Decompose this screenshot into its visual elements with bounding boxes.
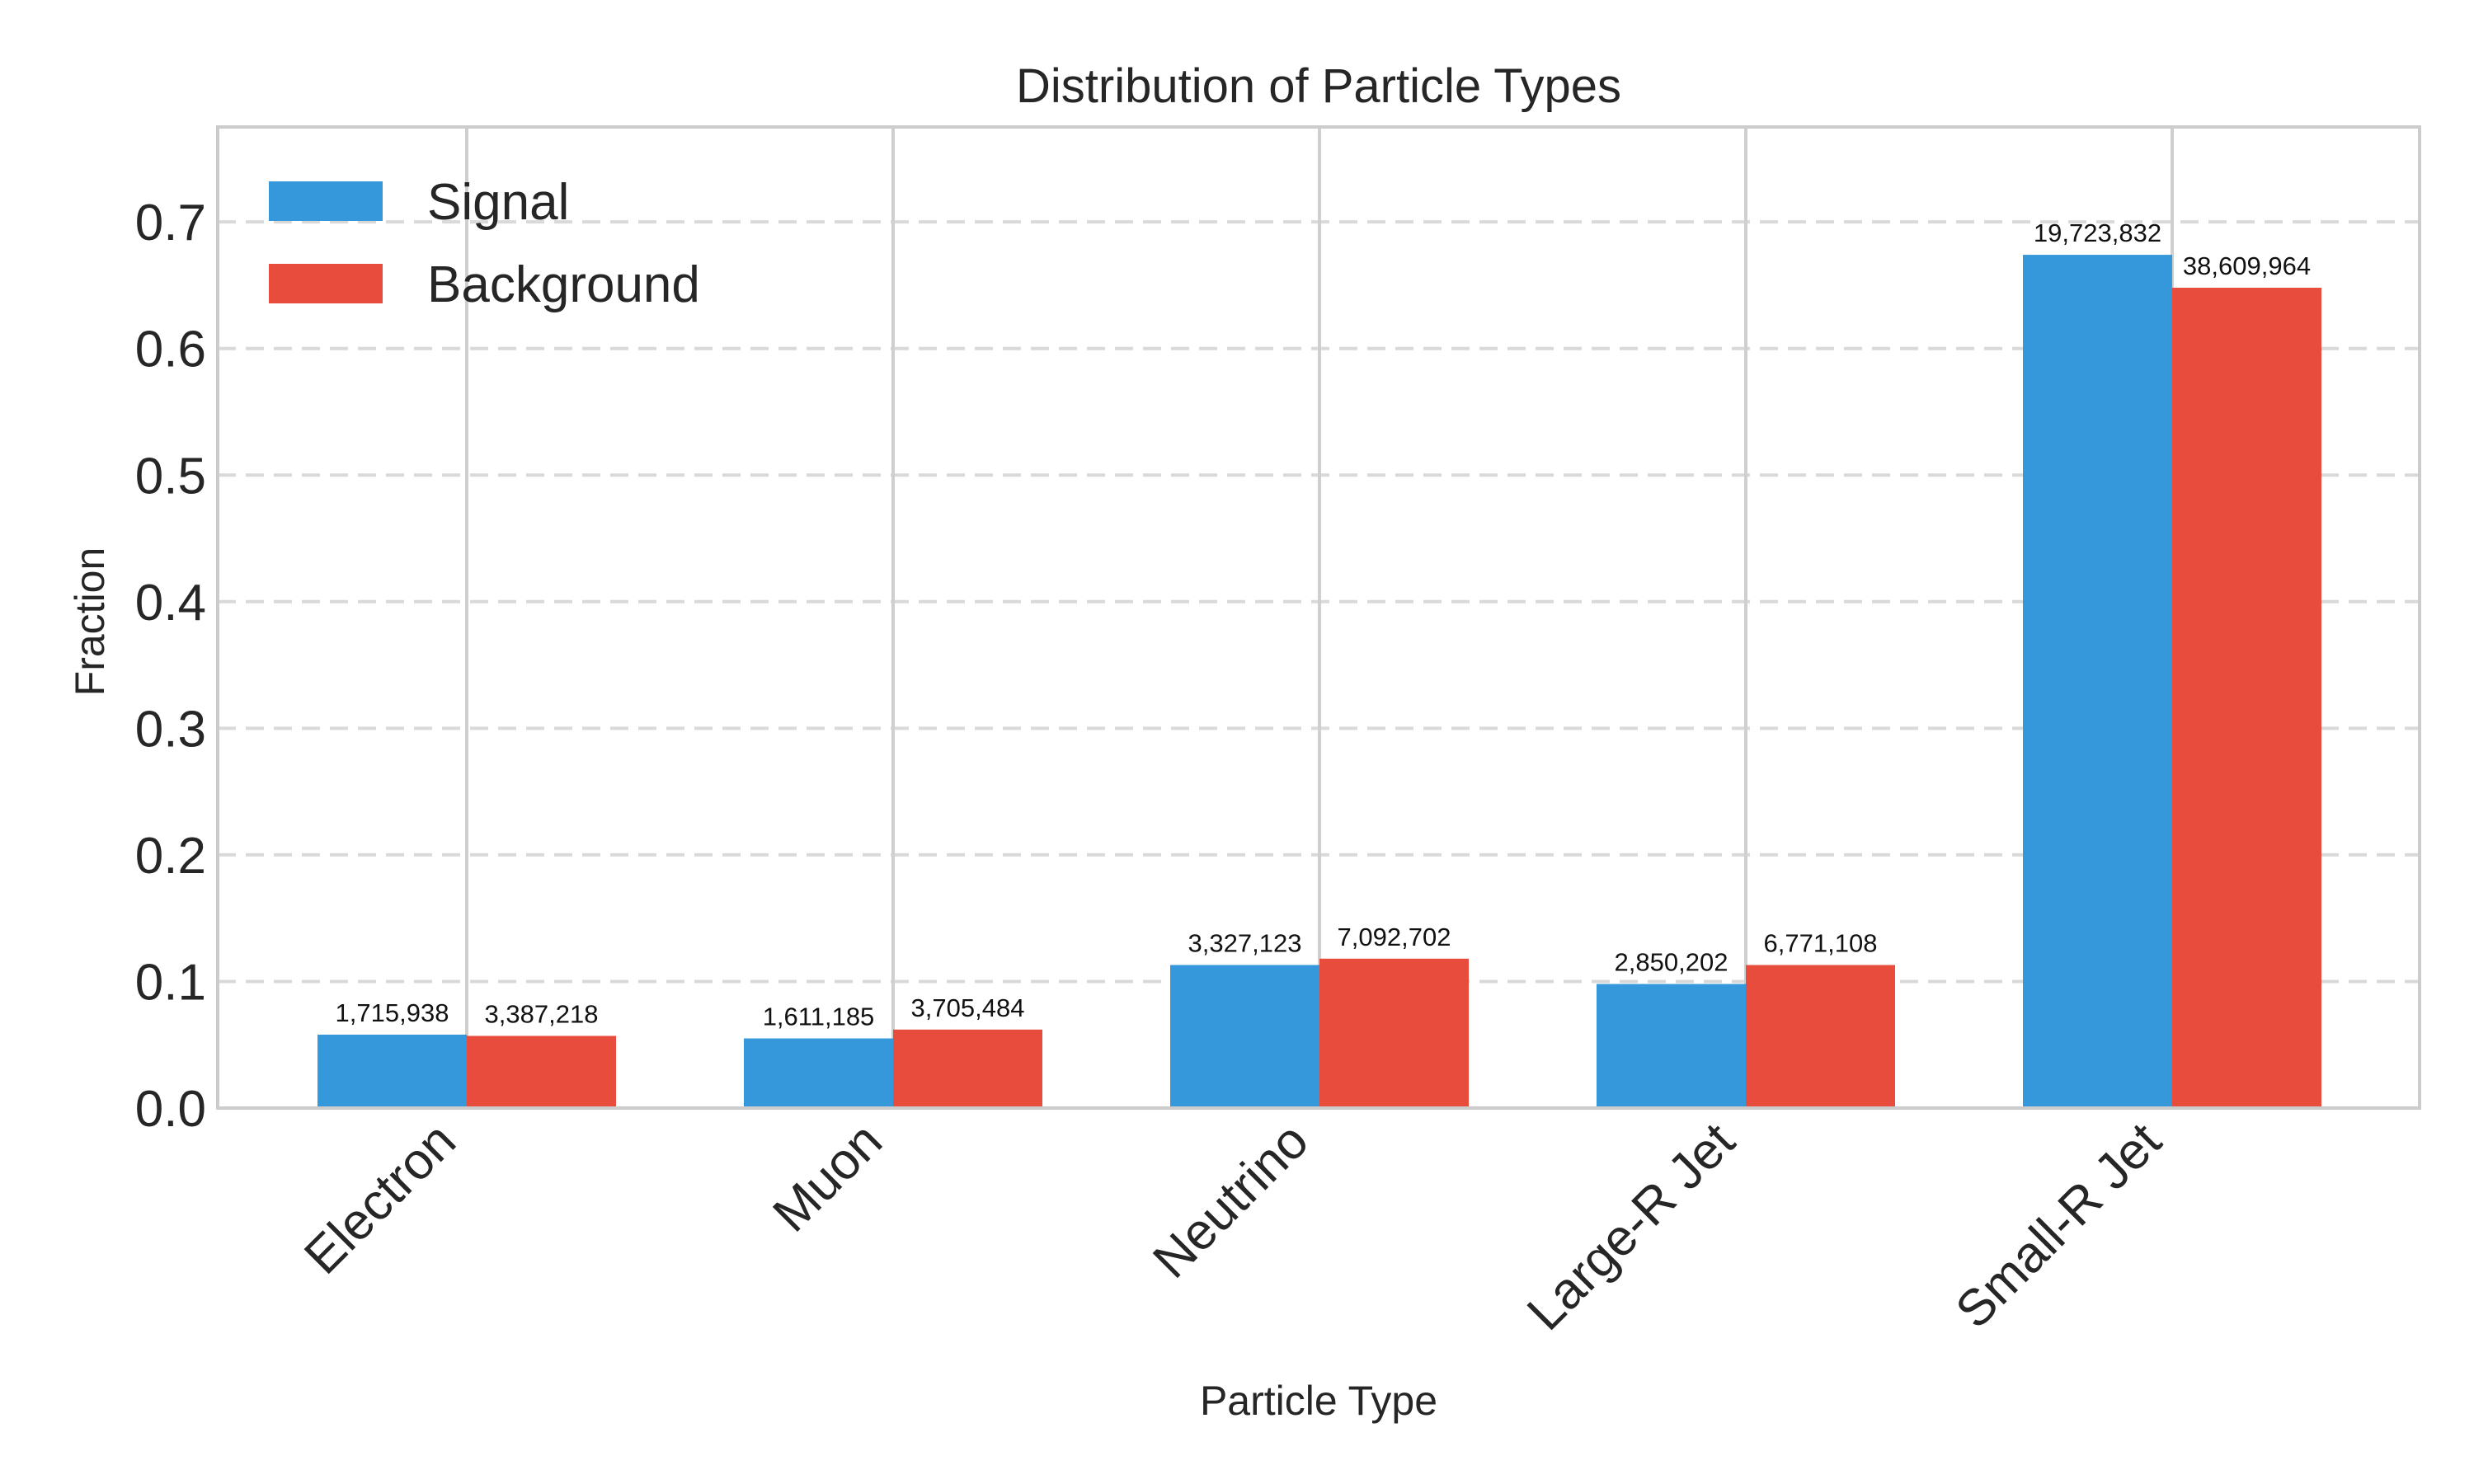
data-label: 6,771,108 <box>1764 928 1878 957</box>
y-tick-label: 0.1 <box>135 954 206 1011</box>
data-label: 19,723,832 <box>2034 218 2161 247</box>
y-tick-label: 0.5 <box>135 448 206 505</box>
y-tick-label: 0.2 <box>135 828 206 885</box>
y-tick-label: 0.3 <box>135 701 206 758</box>
data-label: 3,705,484 <box>911 993 1025 1022</box>
data-label: 2,850,202 <box>1615 948 1729 977</box>
bar-background-neutrino <box>1319 958 1469 1108</box>
data-label: 38,609,964 <box>2183 251 2311 280</box>
bar-background-small-r-jet <box>2172 288 2321 1108</box>
y-tick-label: 0.7 <box>135 195 206 251</box>
y-tick-label: 0.6 <box>135 322 206 378</box>
y-tick-label: 0.0 <box>135 1081 206 1138</box>
legend-swatch-background <box>269 264 383 303</box>
legend: Signal Background <box>269 174 700 313</box>
bar-signal-electron <box>317 1034 467 1108</box>
data-label: 1,715,938 <box>336 998 449 1027</box>
bar-background-large-r-jet <box>1746 965 1895 1108</box>
bar-background-electron <box>467 1036 616 1108</box>
data-label: 3,327,123 <box>1188 928 1302 957</box>
bar-signal-small-r-jet <box>2023 255 2172 1108</box>
legend-label-background: Background <box>427 256 700 313</box>
plot-frame <box>216 125 2421 1110</box>
y-tick-label: 0.4 <box>135 575 206 632</box>
data-label: 7,092,702 <box>1338 923 1451 951</box>
bar-background-muon <box>893 1029 1042 1108</box>
y-axis-label: Fraction <box>67 547 113 697</box>
y-tick-labels: 0.0 0.1 0.2 0.3 0.4 0.5 0.6 0.7 <box>135 195 206 1138</box>
chart-title: Distribution of Particle Types <box>1016 59 1621 113</box>
data-label: 1,611,185 <box>763 1003 875 1031</box>
bar-signal-muon <box>744 1038 893 1108</box>
bars-group <box>317 255 2321 1108</box>
bar-signal-large-r-jet <box>1597 984 1746 1108</box>
x-axis-label: Particle Type <box>1200 1378 1437 1424</box>
data-labels: 1,715,938 1,611,185 3,327,123 2,850,202 19,7… <box>336 218 2312 1031</box>
bar-signal-neutrino <box>1170 965 1319 1108</box>
legend-swatch-signal <box>269 181 383 221</box>
data-label: 3,387,218 <box>485 999 599 1028</box>
legend-label-signal: Signal <box>427 174 569 231</box>
